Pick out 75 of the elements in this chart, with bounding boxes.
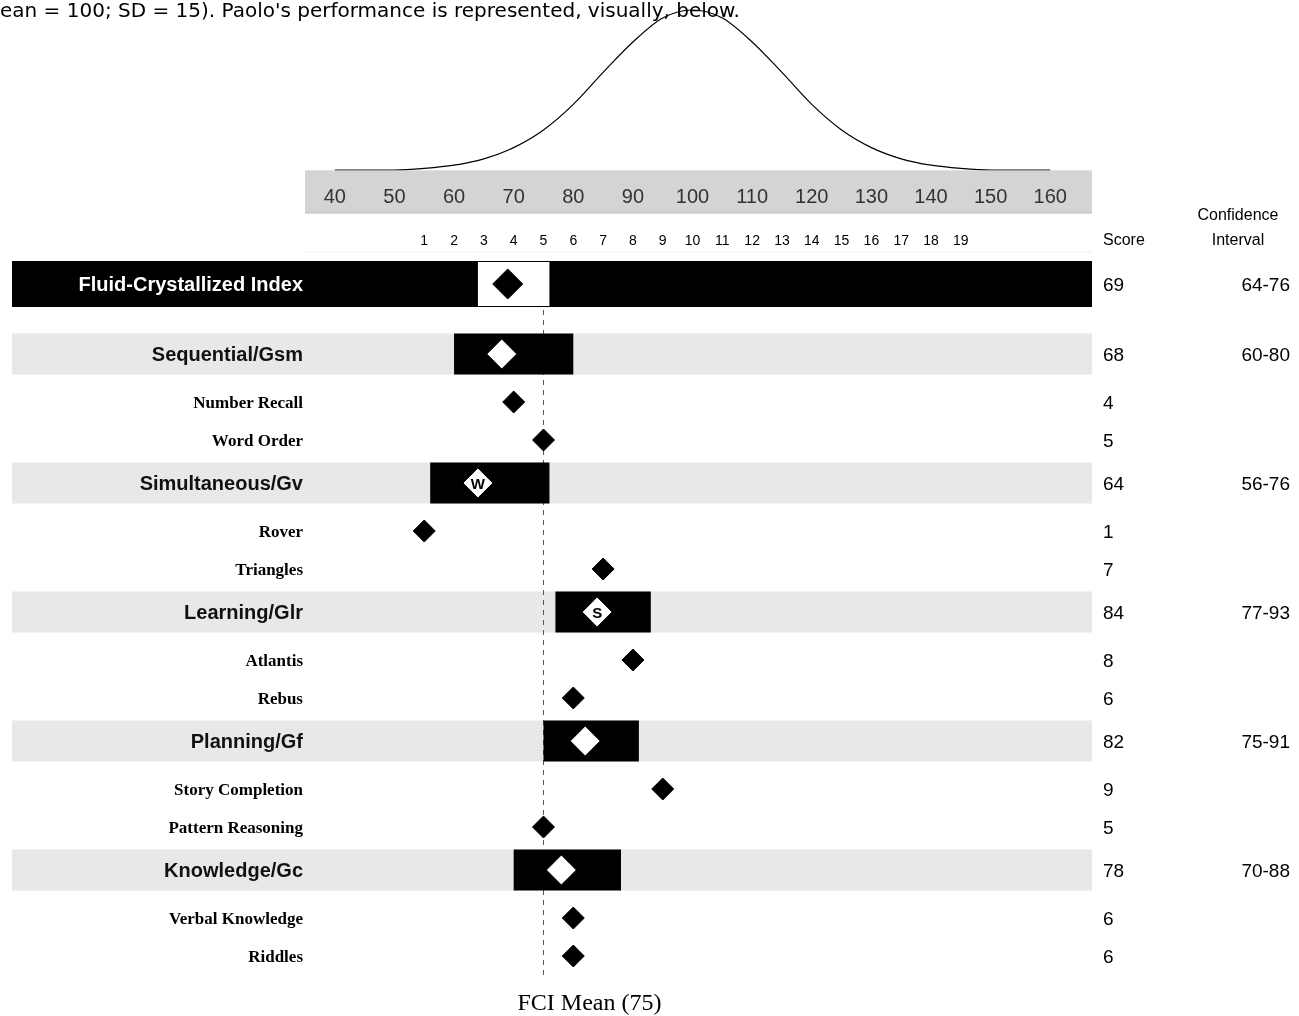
data-label: 5 — [1103, 817, 1114, 838]
y-tick-label: Riddles — [248, 947, 304, 966]
y-tick-label: Rover — [258, 522, 304, 541]
y-tick-label: Planning/Gf — [190, 730, 304, 752]
x2-tick-label: 3 — [479, 232, 488, 248]
text: Confidence Interval — [1197, 206, 1279, 248]
data-label: 64-76 — [1241, 274, 1290, 295]
x2-tick-label: 1 — [420, 232, 429, 248]
data-label: 82 — [1103, 731, 1125, 752]
data-label: 75-91 — [1241, 731, 1290, 752]
x2-tick-label: 14 — [803, 232, 820, 248]
data-label: 9 — [1103, 779, 1114, 800]
annotation: W — [470, 475, 486, 492]
data-label: 84 — [1103, 602, 1125, 623]
text: Score — [1103, 231, 1145, 248]
x2-tick-label: 5 — [539, 232, 548, 248]
x2-tick-label: 12 — [744, 232, 761, 248]
x-tick-label: 70 — [502, 185, 525, 207]
y-tick-label: Simultaneous/Gv — [139, 472, 304, 494]
data-label: 6 — [1103, 908, 1114, 929]
data-label: 60-80 — [1241, 344, 1290, 365]
x2-tick-label: 8 — [629, 232, 638, 248]
x2-tick-label: 13 — [774, 232, 790, 248]
x2-tick-label: 7 — [599, 232, 608, 248]
x2-tick-label: 16 — [863, 232, 880, 248]
data-label: 4 — [1103, 392, 1114, 413]
data-label: 1 — [1103, 521, 1114, 542]
x2-tick-label: 18 — [923, 232, 940, 248]
x2-tick-label: 11 — [715, 232, 730, 248]
data-label: 69 — [1103, 274, 1125, 295]
x-tick-label: 150 — [973, 185, 1008, 207]
y-tick-label: Number Recall — [193, 393, 304, 412]
data-label: 77-93 — [1241, 602, 1290, 623]
x2-tick-label: 17 — [893, 232, 910, 248]
data-label: 6 — [1103, 946, 1114, 967]
x-tick-label: 160 — [1033, 185, 1067, 207]
x2-tick-label: 15 — [833, 232, 850, 248]
y-tick-label: Sequential/Gsm — [151, 343, 303, 365]
x2-tick-label: 4 — [509, 232, 518, 248]
x-tick-label: 40 — [323, 185, 346, 207]
data-label: 7 — [1103, 559, 1114, 580]
x2-tick-label: 10 — [684, 232, 701, 248]
annotation: S — [592, 604, 603, 621]
y-tick-label: Rebus — [257, 689, 304, 708]
y-tick-label: Atlantis — [245, 651, 304, 670]
data-label: 64 — [1103, 473, 1125, 494]
x-tick-label: 120 — [795, 185, 829, 207]
y-tick-label: Pattern Reasoning — [168, 818, 304, 837]
x2-tick-label: 9 — [658, 232, 667, 248]
x2-tick-label: 2 — [450, 232, 459, 248]
y-tick-label: Word Order — [211, 431, 304, 450]
data-label: 6 — [1103, 688, 1114, 709]
y-tick-label: Story Completion — [174, 780, 304, 799]
y-tick-label: Knowledge/Gc — [164, 859, 303, 881]
x2-tick-label: 19 — [953, 232, 969, 248]
x-tick-label: 80 — [562, 185, 585, 207]
x-tick-label: 140 — [914, 185, 948, 207]
y-tick-label: Triangles — [235, 560, 304, 579]
data-label: 70-88 — [1241, 860, 1290, 881]
y-tick-label: Fluid-Crystallized Index — [78, 273, 303, 295]
x-tick-label: 50 — [383, 185, 406, 207]
x-tick-label: 60 — [442, 185, 466, 207]
data-label: 78 — [1103, 860, 1125, 881]
y-tick-label: Learning/Glr — [184, 601, 304, 623]
y-tick-label: Verbal Knowledge — [169, 909, 304, 928]
data-label: 8 — [1103, 650, 1114, 671]
x-tick-label: 130 — [854, 185, 889, 207]
x-tick-label: 100 — [675, 185, 710, 207]
ref-line-label: FCI Mean (75) — [517, 989, 662, 1015]
data-label: 56-76 — [1241, 473, 1290, 494]
x-tick-label: 110 — [736, 185, 769, 207]
data-label: 68 — [1103, 344, 1125, 365]
data-label: 5 — [1103, 430, 1114, 451]
x2-tick-label: 6 — [569, 232, 578, 248]
x-tick-label: 90 — [621, 185, 645, 207]
